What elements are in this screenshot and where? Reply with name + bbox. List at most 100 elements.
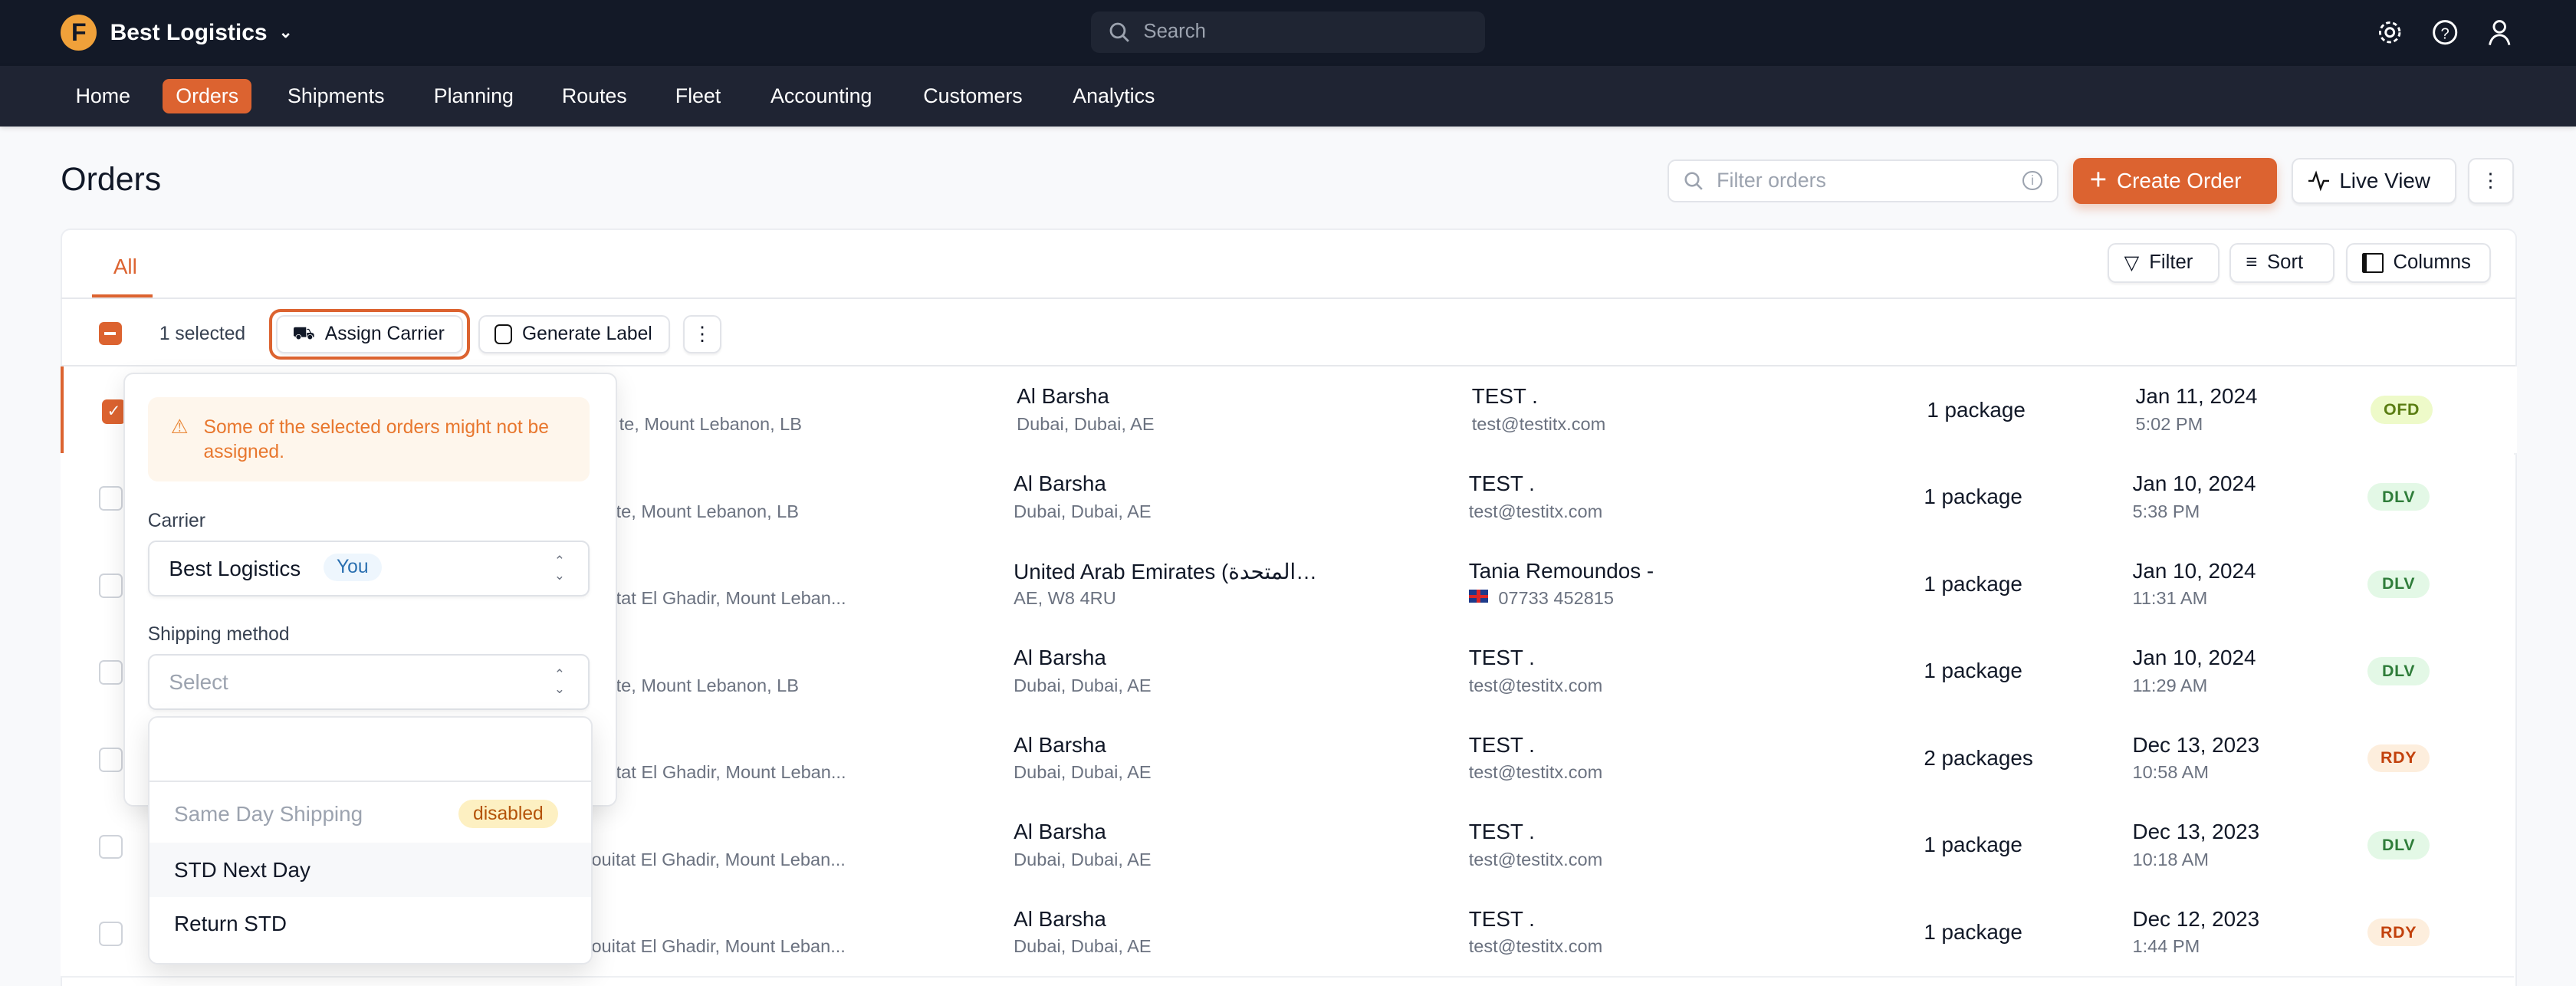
filter-orders-input[interactable]: Filter orders i [1668, 159, 2059, 202]
pickup-address: ouitat El Ghadir, Mount Leban... [591, 936, 846, 957]
status-badge: DLV [2367, 657, 2430, 685]
disabled-badge: disabled [458, 800, 559, 828]
row-checkbox[interactable] [98, 922, 123, 946]
row-checkbox[interactable] [98, 834, 123, 859]
row-checkbox[interactable] [98, 486, 123, 511]
shipping-method-dropdown: Same Day Shipping disabled STD Next Day … [147, 716, 593, 965]
package-count: 1 package [1924, 571, 2022, 596]
status-badge: RDY [2367, 744, 2430, 773]
drop-name: Al Barsha [1014, 646, 1106, 670]
order-time: 10:18 AM [2132, 849, 2210, 869]
customer-contact: test@testitx.com [1468, 849, 1603, 869]
help-icon[interactable]: ? [2431, 18, 2459, 46]
shipping-method-select[interactable]: Select ⌃ ⌄ [147, 653, 590, 710]
dropdown-search-input[interactable] [149, 718, 592, 782]
customer-name: TEST . [1468, 820, 1535, 844]
assign-carrier-focus-ring [269, 308, 470, 360]
package-count: 2 packages [1924, 745, 2033, 770]
drop-name: United Arab Emirates (الإمارات العربية ا… [1014, 559, 1317, 583]
order-date: Dec 12, 2023 [2132, 906, 2260, 931]
tab-all[interactable]: All [113, 255, 137, 279]
nav-accounting[interactable]: Accounting [770, 84, 872, 107]
selection-more-button[interactable]: ⋮ [683, 315, 721, 353]
customer-contact: test@testitx.com [1468, 675, 1603, 695]
carrier-select[interactable]: Best Logistics You ⌃ ⌄ [147, 540, 590, 597]
order-date: Dec 13, 2023 [2132, 732, 2260, 757]
gear-icon[interactable] [2376, 18, 2404, 46]
workspace-name: Best Logistics [110, 19, 268, 45]
filter-button[interactable]: ▽ Filter [2108, 243, 2220, 283]
customer-name: TEST . [1471, 384, 1538, 409]
order-date: Jan 10, 2024 [2132, 646, 2256, 670]
chevron-up-down-icon: ⌃ ⌄ [554, 552, 566, 583]
page-title: Orders [61, 161, 162, 198]
option-return-std[interactable]: Return STD [174, 912, 287, 936]
nav-planning[interactable]: Planning [433, 84, 514, 107]
row-checkbox[interactable] [98, 748, 123, 772]
warning-icon: ⚠ [170, 416, 189, 438]
user-icon[interactable] [2486, 18, 2513, 46]
drop-name: Al Barsha [1014, 472, 1106, 495]
customer-name: TEST . [1468, 646, 1535, 670]
more-options-button[interactable]: ⋮ [2467, 157, 2514, 204]
pickup-address: tat El Ghadir, Mount Leban... [616, 762, 846, 783]
nav-fleet[interactable]: Fleet [675, 84, 721, 107]
generate-label-button[interactable]: Generate Label [478, 315, 671, 353]
nav-home[interactable]: Home [75, 84, 130, 107]
pickup-address: ouitat El Ghadir, Mount Leban... [591, 849, 846, 869]
assign-carrier-button[interactable]: ⛟ Assign Carrier [276, 315, 464, 353]
drop-address: AE, W8 4RU [1014, 588, 1116, 609]
customer-name: TEST . [1468, 906, 1535, 931]
pickup-address: tat El Ghadir, Mount Leban... [616, 588, 846, 609]
search-placeholder: Search [1143, 21, 1206, 43]
drop-address: Dubai, Dubai, AE [1014, 675, 1152, 695]
status-badge: DLV [2367, 831, 2430, 859]
pickup-address: te, Mount Lebanon, LB [616, 675, 799, 695]
row-checkbox[interactable] [98, 573, 123, 598]
customer-contact: test@testitx.com [1468, 762, 1603, 783]
customer-name: Tania Remoundos - [1468, 558, 1654, 583]
search-icon [1684, 172, 1704, 190]
selected-count: 1 selected [159, 324, 246, 345]
columns-button[interactable]: Columns [2346, 243, 2491, 283]
order-date: Dec 13, 2023 [2132, 820, 2260, 844]
nav-routes[interactable]: Routes [561, 84, 627, 107]
uk-flag-icon [1468, 590, 1489, 603]
nav-customers[interactable]: Customers [923, 84, 1023, 107]
sort-button[interactable]: ≡ Sort [2229, 243, 2335, 283]
carrier-value: Best Logistics [169, 557, 301, 581]
columns-icon [2362, 253, 2384, 273]
nav-shipments[interactable]: Shipments [288, 84, 385, 107]
live-view-button[interactable]: Live View [2292, 157, 2456, 204]
drop-address: Dubai, Dubai, AE [1014, 849, 1152, 869]
create-order-button[interactable]: + Create Order [2073, 157, 2278, 204]
package-count: 1 package [1924, 659, 2022, 683]
logo-icon: F [61, 15, 97, 51]
sticker-icon [494, 324, 513, 344]
row-checkbox[interactable] [98, 660, 123, 685]
customer-contact: test@testitx.com [1468, 936, 1603, 957]
order-time: 5:38 PM [2132, 501, 2200, 521]
global-search[interactable]: Search [1090, 12, 1486, 53]
chevron-up-down-icon: ⌃ ⌄ [554, 666, 566, 696]
nav-orders[interactable]: Orders [163, 78, 252, 113]
pickup-address: te, Mount Lebanon, LB [619, 414, 802, 434]
selection-divider [61, 364, 2515, 366]
package-count: 1 package [1927, 397, 2026, 422]
status-badge: OFD [2370, 396, 2433, 424]
drop-name: Al Barsha [1017, 384, 1109, 409]
option-std-next-day[interactable]: STD Next Day [149, 843, 592, 897]
carrier-label: Carrier [147, 511, 205, 532]
warning-text: Some of the selected orders might not be… [203, 417, 549, 463]
select-all-checkbox[interactable] [98, 322, 122, 345]
customer-contact: test@testitx.com [1468, 501, 1603, 521]
order-date: Jan 11, 2024 [2135, 384, 2258, 409]
drop-address: Dubai, Dubai, AE [1014, 762, 1152, 783]
option-same-day-shipping: Same Day Shipping disabled [150, 787, 591, 841]
workspace-switcher[interactable]: Best Logistics ⌄ [110, 20, 293, 46]
row-checkbox[interactable]: ✓ [101, 399, 127, 424]
order-time: 11:29 AM [2132, 675, 2208, 695]
nav-analytics[interactable]: Analytics [1073, 84, 1155, 107]
info-icon[interactable]: i [2022, 171, 2042, 191]
activity-icon [2308, 170, 2330, 192]
